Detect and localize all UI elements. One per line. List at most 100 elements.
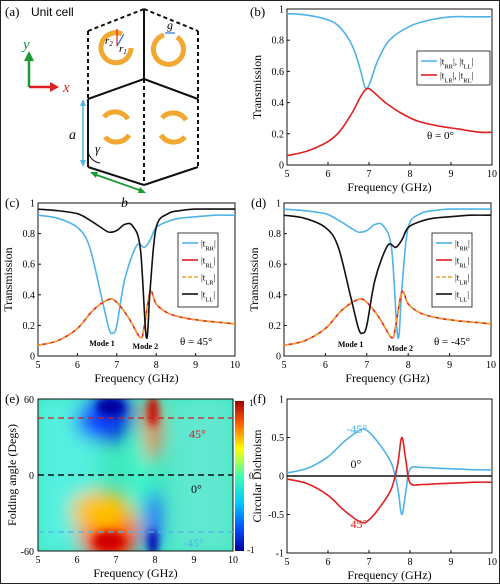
heatmap-ann-m45: -45° <box>183 536 204 550</box>
series-line-b-1 <box>286 87 493 157</box>
mode1-label-d: Mode 1 <box>338 340 364 349</box>
x-tick-label: 10 <box>487 169 497 180</box>
x-tick-label: 10 <box>486 360 496 371</box>
split-ring-top-left <box>98 30 134 66</box>
x-axis-label: Frequency (GHz) <box>94 371 178 385</box>
mode2-label-d: Mode 2 <box>388 344 414 353</box>
colorbar: 1 0 -1 <box>235 398 255 555</box>
y-tick-label: 0.4 <box>23 290 36 301</box>
y-tick-label: 0.2 <box>269 321 282 332</box>
series-line-d-2 <box>283 290 492 347</box>
y-axis-label: Transmission <box>1 247 15 311</box>
legend-entry: |tLR| <box>201 273 216 287</box>
plot-frame-c <box>37 202 236 357</box>
y-tick-label: 0 <box>29 471 34 482</box>
x-tick-label: 5 <box>36 555 41 566</box>
series-line-b-0 <box>286 12 492 90</box>
y-tick-label: 0 <box>279 161 284 172</box>
x-tick-label: 10 <box>487 557 497 568</box>
y-tick-label: 0.4 <box>272 98 285 109</box>
x-axis-label: Frequency (GHz) <box>345 371 429 385</box>
y-tick-label: 0 <box>30 352 35 363</box>
split-rings <box>98 30 189 145</box>
x-tick-label: 5 <box>36 360 41 371</box>
y-tick-label: 0 <box>276 352 281 363</box>
legend-entry: |tLR| <box>455 273 470 287</box>
x-tick-label: 9 <box>192 555 197 566</box>
x-tick-label: 10 <box>230 360 240 371</box>
legend-entry: |tRR|, |tLL| <box>440 57 474 71</box>
chart-d: 5 6 7 8 9 10 0 0.2 0.4 0.6 0.8 1 Frequency (GHz) Tran… <box>247 199 496 386</box>
legend-box <box>416 50 491 86</box>
y-tick-label: 60 <box>24 395 34 406</box>
legend-entry: |tLR|, |tRL| <box>440 71 474 85</box>
series-line-d-3 <box>283 214 492 335</box>
gap-label: g <box>167 18 173 32</box>
radius-markers: r2 r1 g <box>105 18 175 56</box>
chart-c: 5 6 7 8 9 10 0 0.2 0.4 0.6 0.8 1 Frequency (GHz) Tran… <box>1 199 240 386</box>
split-ring-bottom-left <box>102 109 132 145</box>
annotation-45-f: 45° <box>351 517 368 531</box>
legend-entry: |tRR| <box>455 239 470 253</box>
colorbar-tick-mid: 0 <box>249 471 254 481</box>
unit-cell-outline <box>87 8 199 186</box>
plot-frame-b <box>286 8 493 166</box>
legend-entry: |tRR| <box>201 239 216 253</box>
legend-entry: |tLL| <box>201 290 215 304</box>
x-axis-label: Frequency (GHz) <box>347 180 431 194</box>
legend-c: |tRR| |tRL| |tLR| |tLL| <box>177 232 219 308</box>
r2-label: r2 <box>105 35 113 48</box>
x-tick-label: 5 <box>285 557 290 568</box>
y-axis-label: Folding angle (Degs) <box>5 424 19 526</box>
x-axis-label: Frequency (GHz) <box>93 566 177 580</box>
y-axis-label: Transmission <box>247 247 261 311</box>
x-tick-label: 8 <box>153 555 158 566</box>
x-tick-label: 6 <box>323 360 328 371</box>
unit-cell-title: Unit cell <box>31 5 74 19</box>
x-tick-label: 8 <box>408 169 413 180</box>
y-tick-label: 0 <box>279 472 284 483</box>
r1-label: r1 <box>119 43 127 56</box>
x-tick-label: 7 <box>367 169 372 180</box>
heatmap-ann-0: 0° <box>191 482 202 496</box>
legend-entry: |tLL| <box>455 290 469 304</box>
y-axis-label: Circular Dichroism <box>250 429 264 523</box>
y-tick-label: 0.6 <box>23 260 36 271</box>
series-line-c-0 <box>37 214 236 335</box>
split-ring-top-right <box>150 32 186 67</box>
x-tick-label: 9 <box>447 360 452 371</box>
x-tick-label: 9 <box>193 360 198 371</box>
x-tick-label: 6 <box>75 360 80 371</box>
x-tick-label: 7 <box>364 360 369 371</box>
panel-b-label: (b) <box>250 4 265 19</box>
heatmap-ann-45: 45° <box>189 427 206 441</box>
x-tick-label: 6 <box>75 555 80 566</box>
legend-entry: |tRL| <box>455 256 470 270</box>
colorbar-tick-top: 1 <box>249 398 254 408</box>
x-tick-label: 8 <box>406 360 411 371</box>
x-tick-label: 7 <box>367 557 372 568</box>
y-tick-label: 0.6 <box>269 260 282 271</box>
x-tick-label: 5 <box>285 169 290 180</box>
panel-c-label: (c) <box>5 195 19 210</box>
series-line-c-2 <box>37 290 236 347</box>
y-tick-label: -0.5 <box>268 510 284 521</box>
annotation-theta-d: θ = -45° <box>434 336 470 348</box>
mode1-label-c: Mode 1 <box>89 339 115 348</box>
y-tick-label: 0.4 <box>269 290 282 301</box>
panel-a: (a) Unit cell y x <box>5 4 199 211</box>
plot-frame-d <box>283 202 492 357</box>
panel-a-label: (a) <box>5 4 19 19</box>
x-tick-label: 7 <box>114 555 119 566</box>
x-tick-label: 10 <box>228 555 238 566</box>
y-tick-label: -1 <box>276 549 284 560</box>
y-tick-label: 0.8 <box>269 229 282 240</box>
series-line-c-3 <box>37 208 235 339</box>
mode2-label-c: Mode 2 <box>133 342 159 351</box>
x-tick-label: 9 <box>449 169 454 180</box>
y-tick-label: 1 <box>279 5 284 16</box>
x-tick-label: 7 <box>114 360 119 371</box>
annotation-theta-b: θ = 0° <box>427 130 454 142</box>
